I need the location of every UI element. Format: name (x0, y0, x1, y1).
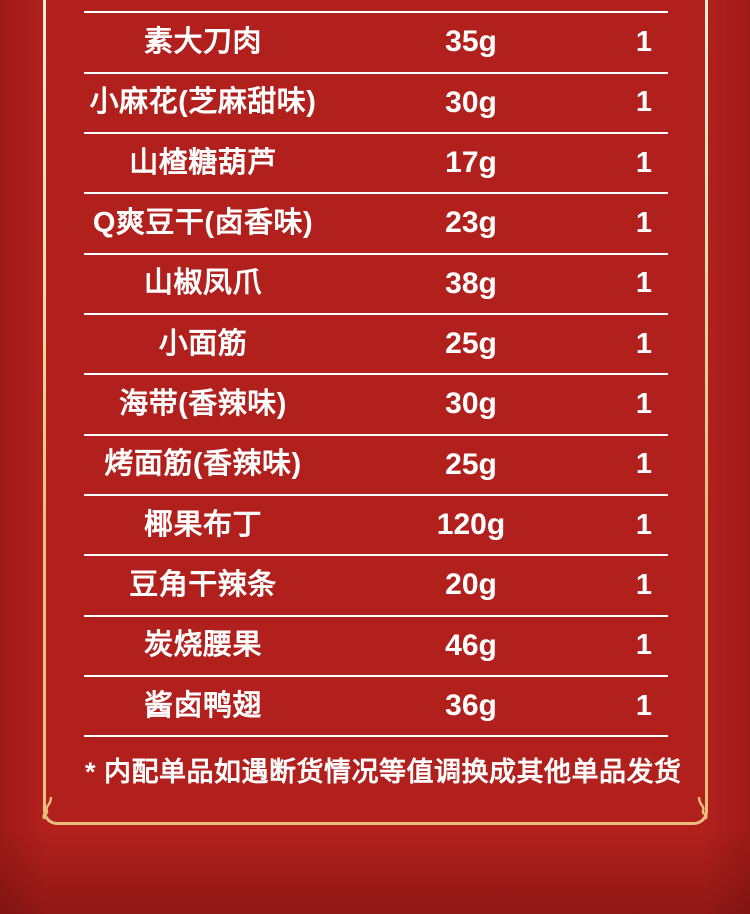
item-quantity: 1 (635, 689, 653, 722)
item-name: 山楂糖葫芦 (129, 146, 277, 179)
item-weight: 23g (445, 206, 497, 240)
item-quantity: 1 (635, 146, 653, 179)
item-weight: 35g (445, 25, 497, 59)
table-row: 小面筋 25g 1 (84, 315, 668, 376)
item-weight: 120g (436, 508, 506, 542)
frame-corner-flourish-right (697, 797, 708, 820)
table-row: 炭烧腰果 46g 1 (84, 617, 668, 677)
item-name: 小麻花(芝麻甜味) (89, 86, 317, 119)
item-quantity: 1 (635, 206, 653, 239)
items-table-rows: 鱼豆腐(香辣味) 45g 1 素大刀肉 35g 1 小麻花(芝麻甜味) 30g … (84, 0, 668, 738)
table-row: 椰果布丁 120g 1 (84, 496, 668, 557)
item-weight: 17g (445, 146, 497, 180)
item-name: 烤面筋(香辣味) (104, 448, 302, 481)
frame-corner-flourish-left (42, 797, 53, 820)
item-quantity: 1 (635, 327, 653, 360)
table-row: 鱼豆腐(香辣味) 45g 1 (84, 0, 668, 14)
item-quantity: 1 (635, 25, 653, 58)
table-row: 小麻花(芝麻甜味) 30g 1 (84, 74, 668, 134)
item-quantity: 1 (635, 629, 653, 662)
item-weight: 25g (445, 327, 497, 361)
items-table: 鱼豆腐(香辣味) 45g 1 素大刀肉 35g 1 小麻花(芝麻甜味) 30g … (84, 0, 682, 801)
item-name: 素大刀肉 (143, 25, 262, 58)
item-weight: 30g (445, 387, 497, 421)
table-row: 素大刀肉 35g 1 (84, 13, 668, 74)
item-weight: 20g (445, 568, 497, 602)
bottom-shade (0, 828, 750, 914)
item-name: 小面筋 (158, 327, 248, 360)
table-row: 海带(香辣味) 30g 1 (84, 375, 668, 436)
item-quantity: 1 (635, 86, 653, 119)
item-name: 海带(香辣味) (119, 387, 287, 420)
table-row: 豆角干辣条 20g 1 (84, 556, 668, 617)
table-row: Q爽豆干(卤香味) 23g 1 (84, 194, 668, 255)
item-name: Q爽豆干(卤香味) (92, 206, 314, 239)
item-name: 椰果布丁 (143, 508, 262, 541)
item-name: 酱卤鸭翅 (143, 689, 262, 722)
item-name: 豆角干辣条 (129, 568, 277, 601)
table-row: 山椒凤爪 38g 1 (84, 255, 668, 315)
item-weight: 30g (445, 85, 497, 119)
item-quantity: 1 (635, 508, 653, 541)
item-name: 炭烧腰果 (143, 629, 262, 662)
item-quantity: 1 (635, 387, 653, 420)
item-quantity: 1 (635, 568, 653, 601)
item-weight: 46g (445, 628, 497, 662)
gold-frame (43, 0, 708, 825)
table-row: 酱卤鸭翅 36g 1 (84, 677, 668, 738)
footnote: * 内配单品如遇断货情况等值调换成其他单品发货 (85, 756, 682, 787)
table-row: 山楂糖葫芦 17g 1 (84, 134, 668, 195)
item-quantity: 1 (635, 267, 653, 300)
item-weight: 36g (445, 689, 497, 723)
item-name: 山椒凤爪 (143, 267, 262, 300)
item-weight: 38g (445, 266, 497, 300)
table-row: 烤面筋(香辣味) 25g 1 (84, 436, 668, 496)
item-weight: 25g (445, 447, 497, 481)
item-quantity: 1 (635, 448, 653, 481)
